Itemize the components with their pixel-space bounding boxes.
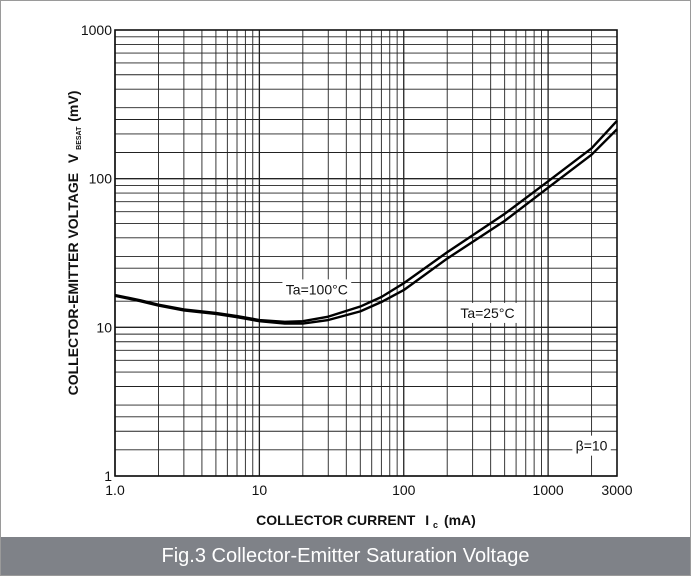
series-line-2 xyxy=(114,128,618,325)
annotation: Ta=100°C xyxy=(282,279,352,300)
annotation-label: Ta=100°C xyxy=(286,281,348,297)
figure-caption: Fig.3 Collector-Emitter Saturation Volta… xyxy=(1,537,690,575)
x-tick-label: 1.0 xyxy=(105,482,125,498)
y-axis-symbol: V xyxy=(65,153,81,163)
y-tick-label: 1 xyxy=(104,468,112,484)
x-axis-title-text: COLLECTOR CURRENT xyxy=(256,512,416,528)
y-tick-label: 10 xyxy=(96,319,112,335)
x-axis-unit: (mA) xyxy=(444,512,476,528)
x-tick-label: 3000 xyxy=(601,482,632,498)
y-axis-subscript: BESAT xyxy=(76,126,83,150)
tick-labels: 1.0 10 100 1000 3000 1 10 100 1000 xyxy=(81,22,633,498)
y-axis-title-text: COLLECTOR-EMITTER VOLTAGE xyxy=(65,173,81,395)
x-axis-symbol: I xyxy=(425,512,429,528)
annotation: Ta=25°C xyxy=(456,302,519,323)
series-layer xyxy=(114,119,618,325)
y-tick-label: 100 xyxy=(89,171,113,187)
annotation-background xyxy=(456,302,519,323)
x-axis-subscript: c xyxy=(433,520,438,530)
x-tick-label: 100 xyxy=(392,482,416,498)
x-tick-label: 1000 xyxy=(533,482,564,498)
grid xyxy=(114,30,618,477)
y-axis-title: COLLECTOR-EMITTER VOLTAGE V BESAT (mV) xyxy=(65,91,84,396)
annotation-label: Ta=25°C xyxy=(460,305,514,321)
annotation-label: β=10 xyxy=(576,438,608,454)
annotations: Ta=100°C Ta=25°C β=10 xyxy=(282,279,611,456)
annotation-background xyxy=(282,279,352,300)
y-axis-unit: (mV) xyxy=(65,91,81,122)
y-tick-label: 1000 xyxy=(81,22,112,38)
plot-area xyxy=(114,29,618,477)
chart: 1.0 10 100 1000 3000 1 10 100 1000 Ta=100°C Ta=25… xyxy=(65,22,633,531)
annotation-background xyxy=(572,435,611,456)
x-tick-label: 10 xyxy=(252,482,268,498)
x-axis-title: COLLECTOR CURRENT I c (mA) xyxy=(256,512,476,531)
annotation: β=10 xyxy=(572,435,611,456)
